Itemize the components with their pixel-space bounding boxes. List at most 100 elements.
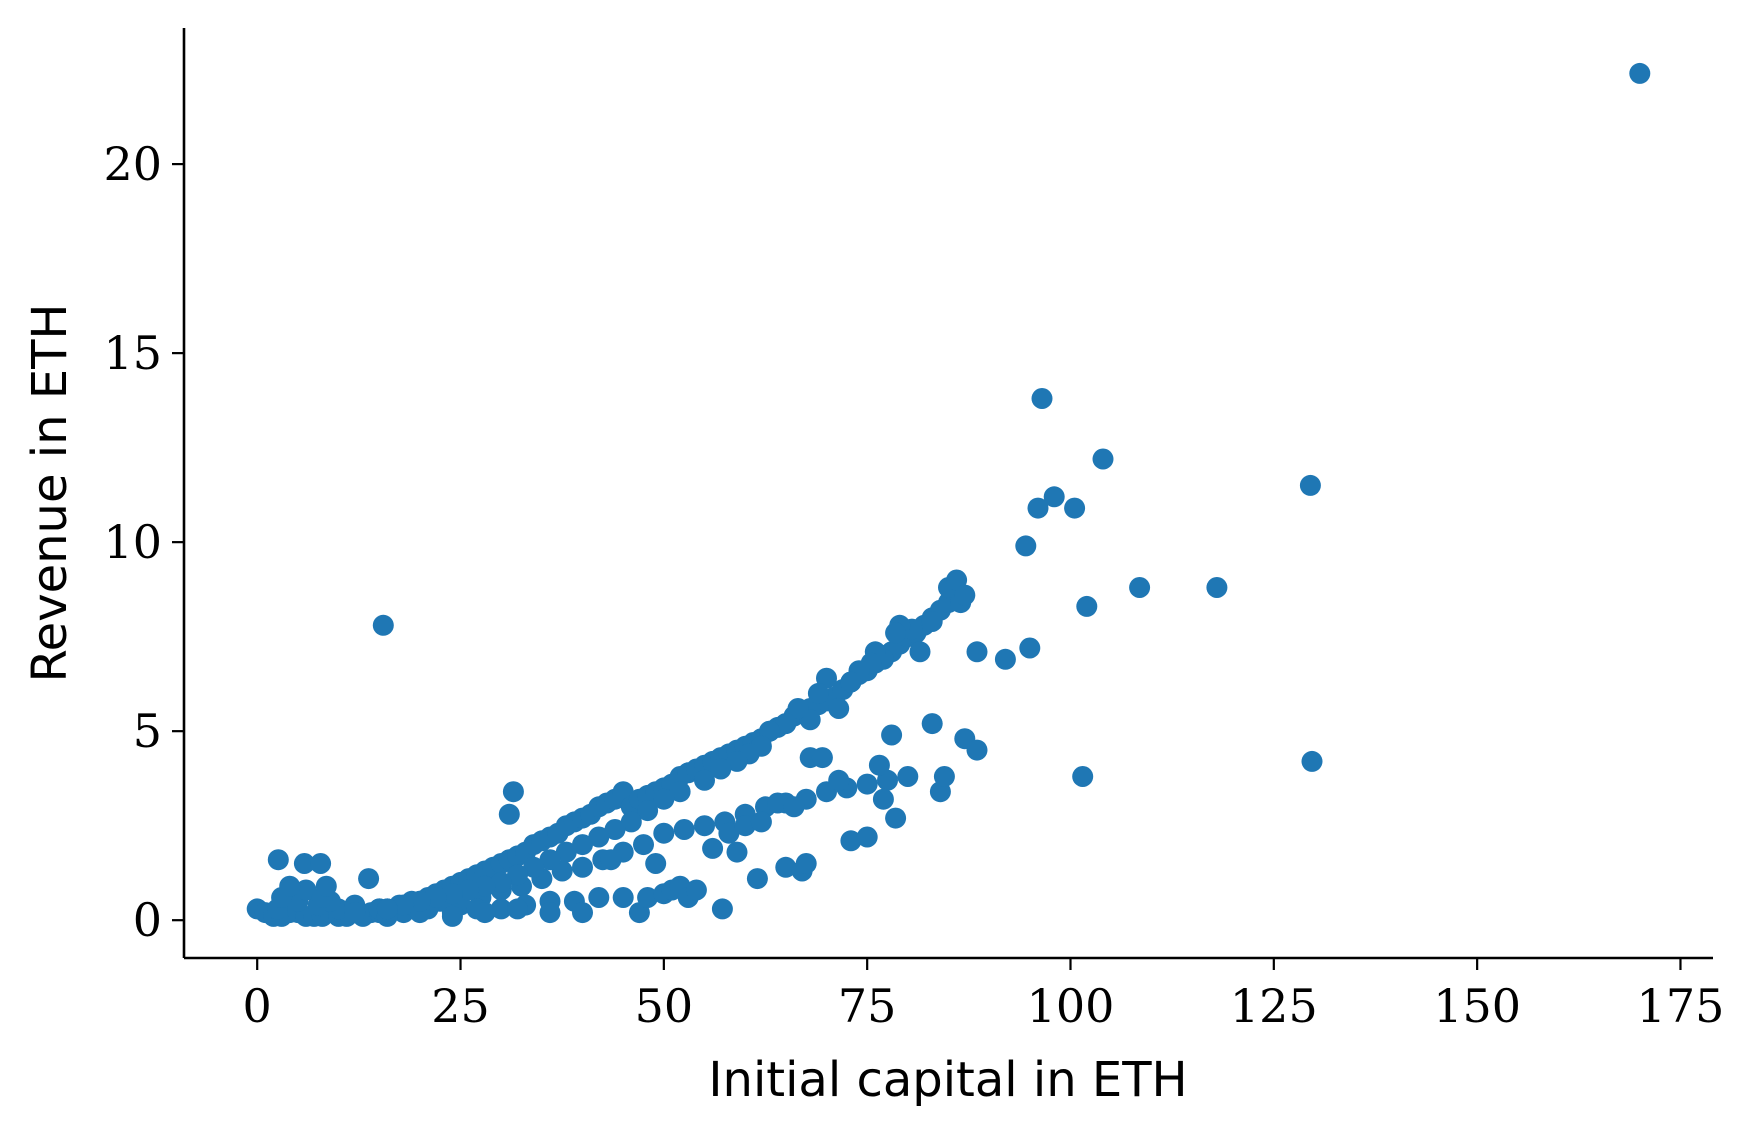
data-point [620,811,642,833]
data-point [726,841,748,863]
data-point [1019,637,1041,659]
data-point [1129,577,1151,598]
data-point [933,766,955,787]
data-points [246,62,1651,927]
data-point [775,856,797,878]
data-point [358,868,380,890]
data-point [1072,766,1094,787]
data-point [600,849,622,871]
x-tick-label: 100 [1027,979,1115,1033]
data-point [539,849,561,871]
data-point [474,902,496,924]
data-point [1076,595,1098,617]
x-tick-label: 150 [1433,979,1521,1033]
y-axis-label: Revenue in ETH [22,303,78,682]
data-point [1299,474,1321,496]
data-point [612,887,634,908]
data-point [523,856,545,878]
data-point [868,754,890,776]
data-point [633,834,654,856]
data-point [807,682,829,704]
data-point [637,800,659,822]
data-point [897,766,919,787]
data-point [811,747,833,769]
data-point [588,887,610,908]
data-point [994,648,1016,670]
data-point [710,758,732,780]
data-point [653,822,675,844]
data-point [604,819,626,840]
y-tick-label: 20 [103,137,162,191]
data-point [1629,62,1651,84]
data-point [909,641,931,663]
data-point [685,879,707,901]
data-point [828,698,850,719]
data-point [702,837,724,859]
data-point [718,822,740,844]
data-point [507,864,528,886]
x-tick-label: 50 [635,979,694,1033]
data-point [293,853,315,874]
data-point [393,894,415,916]
data-point [872,788,894,810]
data-point [588,826,610,848]
y-tick-label: 10 [103,515,162,569]
data-point [734,815,756,837]
x-tick-label: 175 [1637,979,1725,1033]
data-point [344,902,366,924]
data-point [694,769,715,791]
data-point [856,773,878,795]
data-point [1031,388,1053,409]
x-tick-label: 125 [1230,979,1318,1033]
y-tick-label: 15 [103,326,162,380]
data-point [881,724,903,746]
data-point [653,788,675,810]
data-point [502,781,524,803]
data-point [767,792,789,814]
data-point [750,811,772,833]
data-point [310,853,332,874]
data-point [267,849,289,871]
data-point [726,750,748,772]
data-point [840,830,862,852]
data-point [1064,497,1086,519]
data-point [425,887,447,908]
data-point [572,834,593,856]
data-point [637,887,659,908]
data-point [1206,577,1228,598]
x-axis-ticks: 0 25 50 75 100 125 150 175 [243,958,1725,1033]
data-point [966,739,988,761]
data-point [1043,486,1065,508]
data-point [885,807,907,829]
data-point [856,826,878,848]
x-tick-label: 75 [838,979,897,1033]
data-point [572,902,593,924]
data-point [775,713,797,735]
data-point [572,856,593,878]
data-point [441,883,463,905]
data-point [966,641,988,663]
y-tick-label: 0 [133,893,162,947]
data-point [507,898,528,920]
data-point [673,819,695,840]
data-point [954,584,976,606]
data-point [458,879,480,901]
data-point [315,875,337,897]
data-point [1015,535,1037,557]
data-point [669,781,691,803]
data-point [295,879,317,901]
x-tick-label: 0 [243,979,272,1033]
data-point [885,622,907,644]
x-tick-label: 25 [431,979,490,1033]
y-tick-label: 5 [133,704,162,758]
data-point [783,796,805,818]
data-point [539,902,561,924]
data-point [490,871,512,893]
data-point [645,853,667,874]
data-point [441,905,463,927]
data-point [376,898,398,920]
x-axis-label: Initial capital in ETH [708,1052,1187,1108]
data-point [555,841,577,863]
data-point [746,868,768,890]
data-point [921,611,943,632]
